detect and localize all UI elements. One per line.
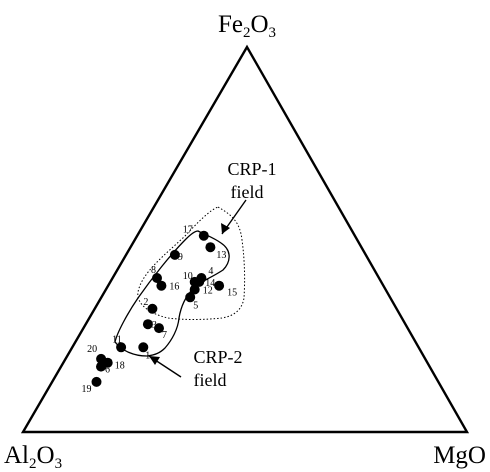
sample-point-12 [189,284,200,295]
vertex-label-left: Al2O3 [4,442,62,472]
sample-point-label-15: 15 [227,288,237,299]
sample-point-label-18: 18 [115,361,125,372]
crp1-field-outline [137,206,246,320]
crp2-arrow-head [149,356,160,365]
crp2-field-label-line2: field [194,370,227,390]
sample-point-label-19: 19 [82,384,92,395]
sample-point-11 [116,342,127,353]
sample-point-label-7: 7 [162,330,167,341]
sample-point-19 [91,376,102,387]
sample-point-9 [169,249,180,260]
sample-point-1 [138,342,149,353]
sample-point-label-16: 16 [169,282,179,293]
sample-point-label-6: 6 [105,365,110,376]
sample-point-label-14: 14 [205,278,215,289]
sample-point-2 [147,303,158,314]
sample-point-7 [154,323,164,334]
vertex-label-top: Fe2O3 [218,11,276,41]
sample-point-label-12: 12 [203,286,213,297]
ternary-triangle-frame [20,44,470,434]
sample-point-15 [214,280,225,291]
sample-point-16 [156,280,167,291]
sample-point-5 [185,292,196,303]
sample-point-label-1: 1 [145,350,150,361]
sample-point-label-20: 20 [87,344,97,355]
sample-point-label-3: 3 [152,320,157,331]
crp2-field-label-line1: CRP-2 [193,347,242,367]
sample-point-label-4: 4 [208,266,213,277]
sample-point-label-17: 17 [183,225,193,236]
sample-point-label-8: 8 [151,265,156,276]
sample-point-8 [152,273,162,283]
sample-point-label-10: 10 [183,271,193,282]
sample-point-20 [96,353,107,364]
sample-point-13 [205,242,216,253]
sample-point-label-9: 9 [178,252,183,263]
crp1-field-label-line1: CRP-1 [227,159,276,179]
sample-point-label-5: 5 [193,300,198,311]
vertex-label-right: MgO [433,442,486,469]
crp1-field-label-line2: field [231,182,264,202]
sample-point-3 [142,319,153,330]
crp1-arrow-head [221,223,230,234]
sample-point-17 [198,230,209,241]
sample-point-label-2: 2 [143,297,148,308]
sample-point-label-13: 13 [216,250,226,261]
sample-point-label-11: 11 [112,334,122,345]
sample-point-14 [194,276,205,287]
